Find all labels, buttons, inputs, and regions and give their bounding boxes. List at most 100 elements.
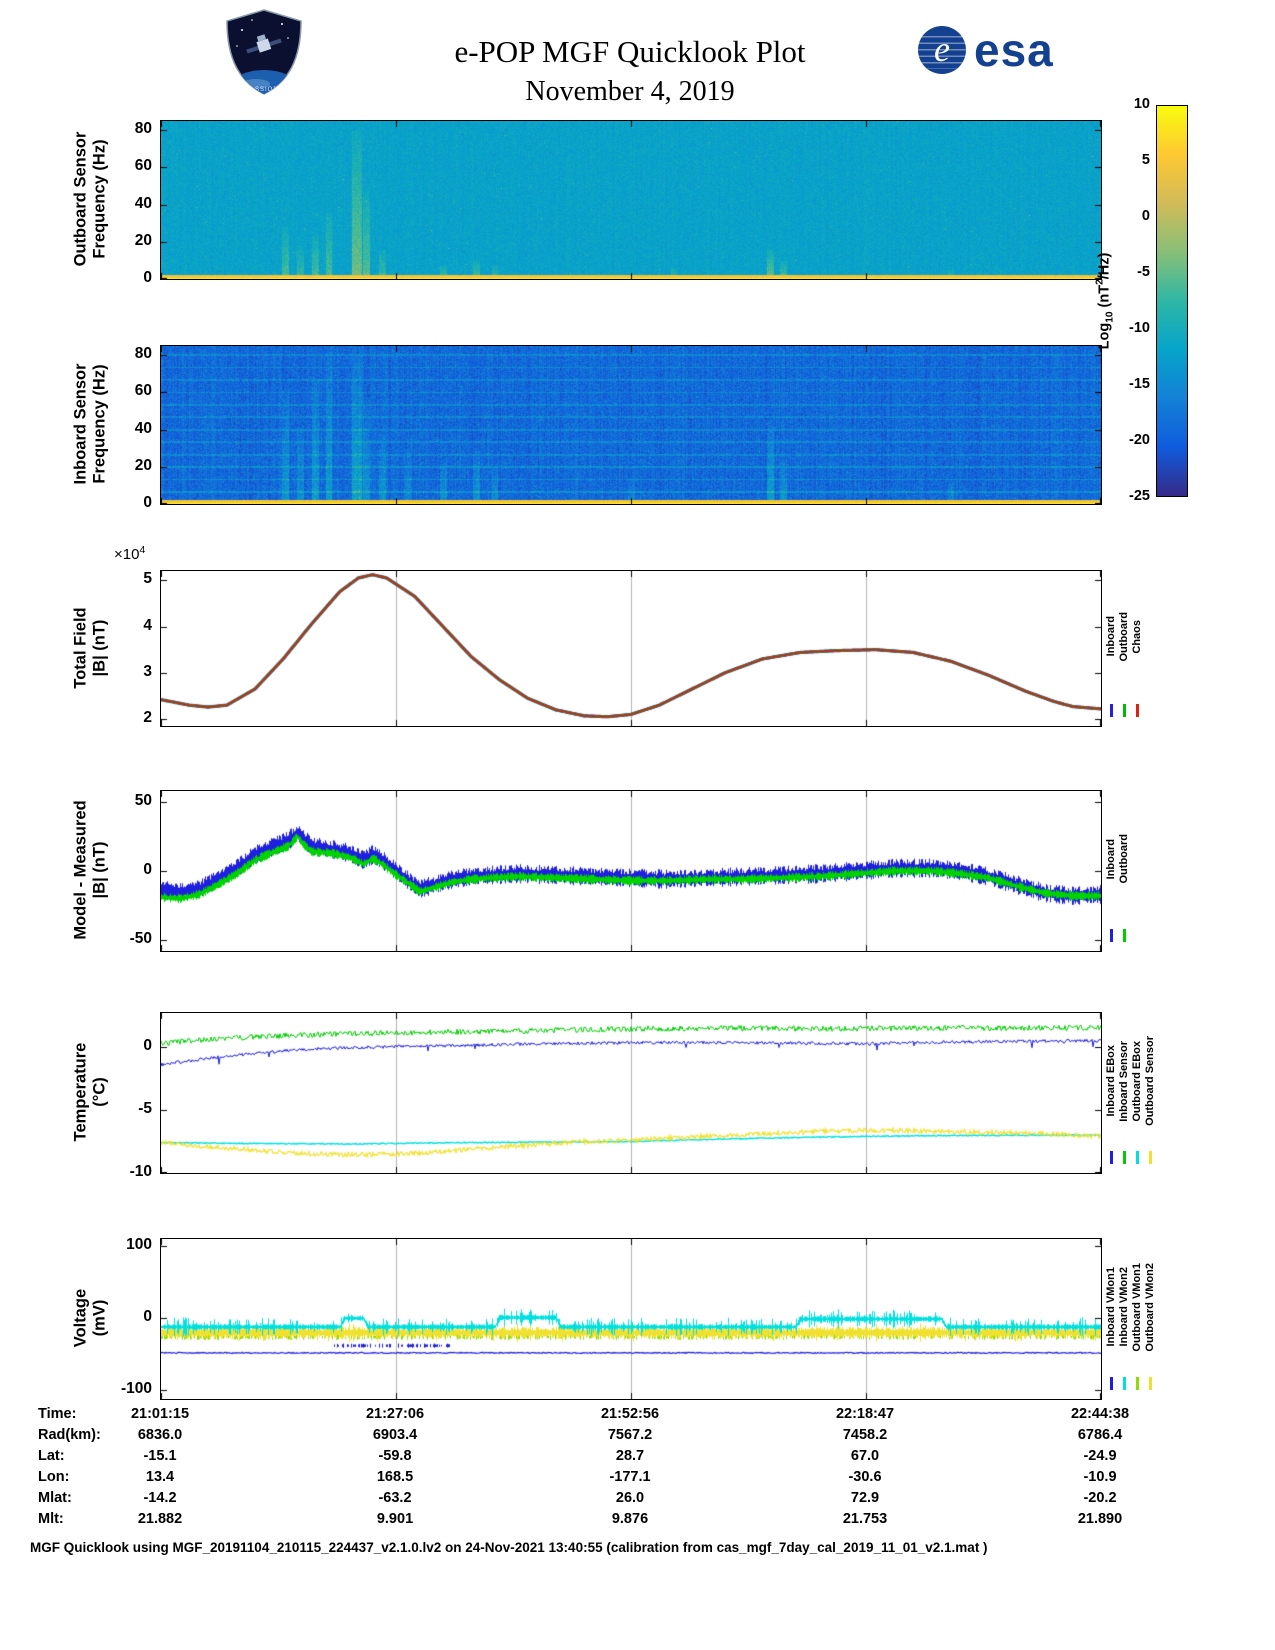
ephemeris-table: Time: 21:01:15 21:27:06 21:52:56 22:18:47 22:… — [0, 1406, 1275, 1532]
table-cell: -63.2 — [378, 1490, 412, 1506]
legend-total-field: Inboard Outboard Chaos — [1105, 570, 1143, 725]
legend-model-measured: Inboard Outboard — [1105, 790, 1130, 950]
legend-entry: Inboard EBox — [1105, 1012, 1117, 1172]
table-cell: 72.9 — [850, 1490, 880, 1506]
voltage-plot — [160, 1238, 1102, 1400]
table-cell: 168.5 — [376, 1469, 414, 1485]
table-cell: 21:52:56 — [600, 1406, 660, 1422]
y-tick-label: 20 — [134, 231, 152, 249]
colorbar-gradient — [1156, 105, 1188, 497]
total-field-plot — [160, 570, 1102, 727]
outboard-spectrogram-plot — [160, 120, 1102, 280]
esa-wordmark: esa — [974, 24, 1054, 76]
panel-outboard-spectrogram: Outboard Sensor Frequency (Hz) 0 20 40 60 80 — [72, 120, 1102, 286]
table-cell: 21.882 — [137, 1511, 183, 1527]
table-cell: 7458.2 — [842, 1427, 888, 1443]
panel-inboard-spectrogram: Inboard Sensor Frequency (Hz) 0 20 40 60 80 — [72, 345, 1102, 511]
y-tick-label: 4 — [143, 616, 152, 634]
y-tick-label: 0 — [143, 494, 152, 511]
y-tick-label: 40 — [134, 194, 152, 212]
y-tick-label: -50 — [129, 929, 152, 947]
legend-label: Outboard — [1118, 611, 1130, 662]
legend-color-dash — [1148, 1151, 1152, 1164]
y-tick-label: 60 — [134, 382, 152, 400]
y-axis-label-line: Temperature — [71, 1042, 90, 1142]
y-tick-label: 100 — [126, 1236, 152, 1254]
y-tick-label: 2 — [143, 709, 152, 727]
esa-logo: e esa — [918, 26, 1054, 74]
legend-color-dash — [1122, 1151, 1126, 1164]
y-axis-label-total-field: Total Field |B| (nT) — [68, 570, 114, 725]
legend-entry: Outboard — [1118, 790, 1130, 950]
y-axis-offset-label: ×104 — [114, 544, 146, 563]
legend-label: Outboard — [1118, 834, 1130, 884]
y-tick-label: 0 — [143, 269, 152, 286]
inboard-spectrogram-plot — [160, 345, 1102, 505]
legend-entry: Inboard — [1105, 790, 1117, 950]
legend-label: Inboard Sensor — [1118, 1040, 1130, 1122]
table-cell: 7567.2 — [607, 1427, 653, 1443]
legend-label: Inboard VMon1 — [1105, 1267, 1117, 1347]
cassiope-patch-icon: CASSIOPE — [226, 9, 302, 95]
table-cell: -20.2 — [1083, 1490, 1117, 1506]
legend-color-dash — [1122, 929, 1126, 942]
table-cell: -177.1 — [609, 1469, 651, 1485]
table-cell: 28.7 — [615, 1448, 645, 1464]
table-row-label: Lon: — [38, 1469, 70, 1485]
colorbar-tick-label: 10 — [1133, 96, 1150, 112]
colorbar-tick-label: -20 — [1129, 432, 1150, 448]
table-cell: 6786.4 — [1077, 1427, 1123, 1443]
legend-label: Outboard VMon2 — [1144, 1262, 1156, 1352]
legend-color-dash — [1109, 929, 1113, 942]
y-tick-label: 5 — [143, 570, 152, 588]
legend-color-dash — [1135, 704, 1139, 717]
table-row-label: Lat: — [38, 1448, 65, 1464]
table-row-label: Mlat: — [38, 1490, 72, 1506]
table-cell: 26.0 — [615, 1490, 645, 1506]
table-cell: 67.0 — [850, 1448, 880, 1464]
y-tick-label: 40 — [134, 419, 152, 437]
legend-entry: Inboard VMon2 — [1118, 1238, 1130, 1398]
y-tick-label: 80 — [134, 345, 152, 363]
model-minus-measured-plot — [160, 790, 1102, 952]
table-cell: 21.890 — [1077, 1511, 1123, 1527]
legend-color-dash — [1122, 1377, 1126, 1390]
panel-model-minus-measured: Model - Measured |B| (nT) -50 0 50 Inboard… — [72, 790, 1130, 952]
table-cell: 13.4 — [145, 1469, 175, 1485]
legend-color-dash — [1109, 704, 1113, 717]
legend-color-dash — [1135, 1151, 1139, 1164]
legend-entry: Inboard VMon1 — [1105, 1238, 1117, 1398]
table-cell: -30.6 — [848, 1469, 882, 1485]
page-title: e-POP MGF Quicklook Plot — [454, 34, 806, 69]
table-cell: 6836.0 — [137, 1427, 183, 1443]
legend-label: Inboard EBox — [1105, 1045, 1117, 1117]
y-axis-label-line: (°C) — [91, 1077, 109, 1107]
y-tick-label: -100 — [120, 1380, 152, 1398]
legend-color-dash — [1109, 1151, 1113, 1164]
y-tick-label: 60 — [134, 157, 152, 175]
table-row-label: Rad(km): — [38, 1427, 101, 1443]
cassiope-patch-label: CASSIOPE — [245, 87, 284, 93]
y-tick-label: 80 — [134, 120, 152, 138]
table-row: Lon: 13.4 168.5 -177.1 -30.6 -10.9 — [0, 1469, 1275, 1490]
legend-color-dash — [1109, 1377, 1113, 1390]
legend-entry: Outboard — [1118, 570, 1130, 725]
legend-label: Outboard EBox — [1131, 1040, 1143, 1122]
temperature-plot — [160, 1012, 1102, 1174]
table-row-label: Mlt: — [38, 1511, 64, 1527]
table-cell: 9.901 — [376, 1511, 414, 1527]
table-cell: 21:27:06 — [365, 1406, 425, 1422]
legend-entry: Inboard Sensor — [1118, 1012, 1130, 1172]
colorbar-tick-label: -15 — [1129, 376, 1150, 392]
table-row: Time: 21:01:15 21:27:06 21:52:56 22:18:47 22:… — [0, 1406, 1275, 1427]
table-cell: -15.1 — [143, 1448, 177, 1464]
legend-entry: Outboard Sensor — [1144, 1012, 1156, 1172]
colorbar-tick-label: -5 — [1137, 264, 1150, 280]
table-row: Lat: -15.1 -59.8 28.7 67.0 -24.9 — [0, 1448, 1275, 1469]
colorbar-tick-label: 5 — [1141, 152, 1150, 168]
legend-label: Chaos — [1131, 619, 1143, 654]
colorbar-tick-label: -25 — [1129, 488, 1150, 504]
table-cell: -14.2 — [143, 1490, 177, 1506]
y-tick-label: 3 — [143, 662, 152, 680]
